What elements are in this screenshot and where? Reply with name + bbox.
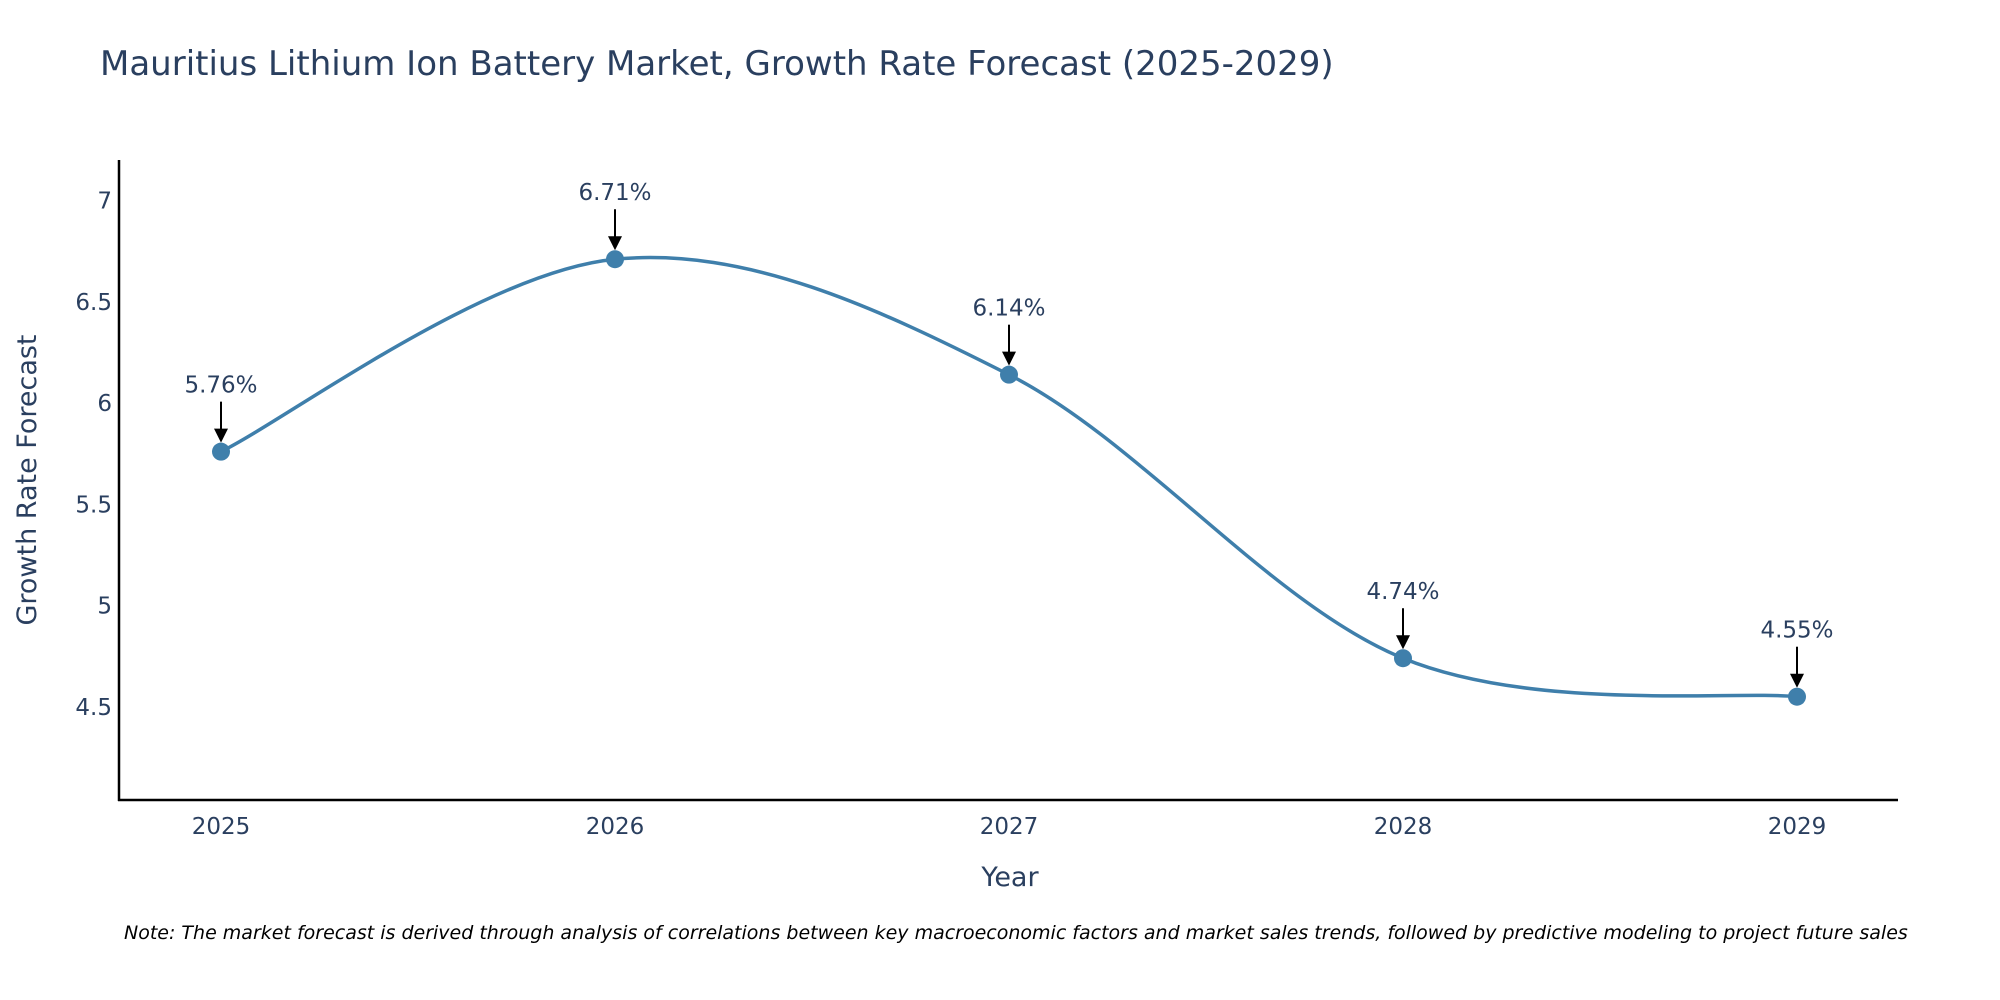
x-tick-label: 2029: [1768, 814, 1827, 840]
y-tick-label: 7: [97, 189, 112, 215]
y-tick-label: 4.5: [75, 695, 112, 721]
chart-title: Mauritius Lithium Ion Battery Market, Gr…: [100, 44, 1334, 84]
annotation-arrow-head: [1790, 673, 1804, 688]
data-point: [606, 250, 624, 269]
data-point: [212, 442, 230, 461]
axes: [117, 160, 1898, 802]
data-label: 6.71%: [578, 180, 651, 206]
annotation-arrow-head: [214, 428, 228, 443]
data-label: 5.76%: [184, 373, 257, 399]
y-tick-label: 5.5: [75, 492, 112, 518]
annotation-arrow-head: [1002, 351, 1016, 366]
x-axis-ticks: 2025 2026 2027 2028 2029: [192, 814, 1827, 840]
y-tick-label: 6: [97, 391, 112, 417]
data-point: [1000, 365, 1018, 384]
series-line: [220, 255, 1798, 699]
x-tick-label: 2026: [586, 814, 645, 840]
annotation-arrow-head: [608, 236, 622, 251]
y-tick-label: 6.5: [75, 290, 112, 316]
annotation-arrow-head: [1396, 635, 1410, 650]
x-axis-label: Year: [980, 862, 1039, 893]
y-axis-label: Growth Rate Forecast: [12, 334, 43, 625]
x-tick-label: 2027: [980, 814, 1039, 840]
y-axis-ticks: 4.5 5 5.5 6 6.5 7: [75, 189, 112, 721]
data-label: 4.55%: [1760, 618, 1833, 644]
data-label: 6.14%: [972, 296, 1045, 322]
data-point: [1394, 649, 1412, 668]
y-tick-label: 5: [97, 594, 112, 620]
series: [212, 250, 1806, 706]
data-label: 4.74%: [1366, 579, 1439, 605]
x-tick-label: 2025: [192, 814, 251, 840]
x-tick-label: 2028: [1374, 814, 1433, 840]
data-point: [1788, 687, 1806, 706]
annotations: 5.76% 6.71% 6.14% 4.74% 4.55%: [184, 180, 1834, 688]
footnote: Note: The market forecast is derived thr…: [124, 922, 1908, 944]
